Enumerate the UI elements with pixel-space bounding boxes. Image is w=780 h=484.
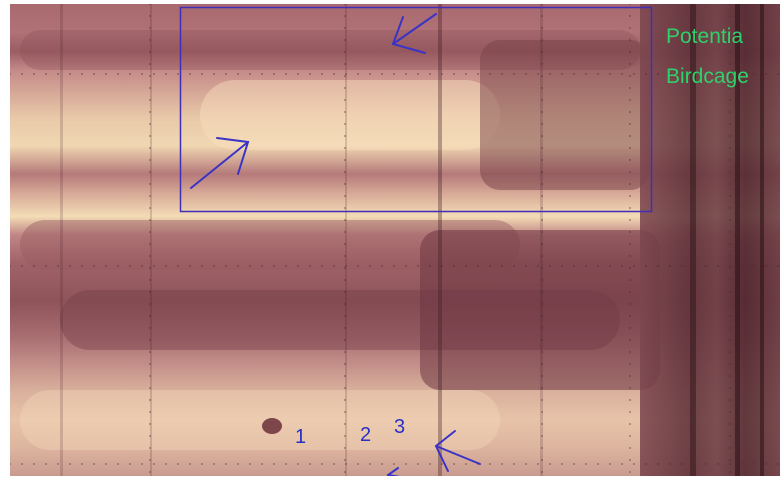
highlight-box	[179, 6, 653, 213]
scan-streak	[735, 4, 740, 476]
strand-band	[20, 390, 500, 450]
caption-line-1: Potentia	[666, 25, 744, 48]
scan-streak	[438, 4, 442, 476]
strand-band	[420, 230, 660, 390]
scan-streak	[60, 4, 63, 476]
scan-streak	[760, 4, 764, 476]
marker-number-3: 3	[394, 416, 406, 438]
bottom-margin	[0, 476, 780, 484]
marker-number-2: 2	[360, 424, 372, 446]
scan-streak	[540, 4, 543, 476]
arrow-icon	[391, 13, 437, 54]
scan-streak	[150, 4, 152, 476]
tissue-spot	[262, 418, 282, 434]
dark-region	[640, 4, 780, 476]
strand-band	[200, 80, 500, 150]
arrow-icon	[190, 137, 250, 189]
caption-line-2: Birdcage	[666, 65, 749, 88]
strand-band	[480, 40, 650, 190]
scan-streak	[690, 4, 696, 476]
arrow-icon	[434, 430, 481, 472]
marker-number-1: 1	[295, 426, 307, 448]
scan-streak	[345, 4, 347, 476]
